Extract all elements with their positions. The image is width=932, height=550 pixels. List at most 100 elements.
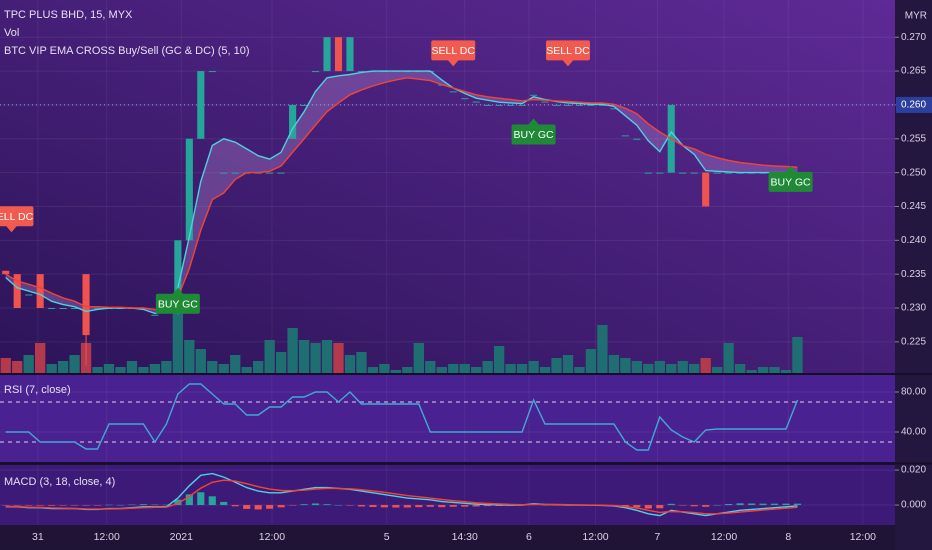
macd-histogram-bar xyxy=(197,492,205,506)
price-axis xyxy=(895,0,932,550)
y-tick-label: 0.225 xyxy=(901,337,926,348)
candle-body xyxy=(656,172,664,174)
candle-body xyxy=(25,294,33,296)
macd-histogram-bar xyxy=(415,505,423,508)
volume-bar xyxy=(792,337,803,373)
volume-bar xyxy=(207,361,218,373)
macd-histogram-bar xyxy=(770,503,779,506)
macd-histogram-bar xyxy=(82,505,90,506)
macd-histogram-bar xyxy=(403,505,411,508)
signal-label: BUY GC xyxy=(768,165,813,192)
y-tick-label: 40.00 xyxy=(901,427,926,438)
candle-body xyxy=(346,37,354,72)
y-tick-label: 0.245 xyxy=(901,201,926,212)
rsi-title: RSI (7, close) xyxy=(4,384,71,396)
volume-bar xyxy=(516,364,528,373)
rsi-pane xyxy=(0,375,895,462)
volume-bar xyxy=(92,367,103,373)
volume-bar xyxy=(287,328,298,373)
macd-histogram-bar xyxy=(426,505,434,507)
volume-bar xyxy=(448,364,459,373)
volume-bar xyxy=(723,343,734,373)
volume-bar xyxy=(666,364,677,373)
signal-label: BUY GC xyxy=(511,118,556,145)
volume-bar xyxy=(459,364,470,373)
candle-body xyxy=(598,104,606,106)
signal-label: SELL DC xyxy=(545,40,590,67)
signal-pointer xyxy=(784,165,797,173)
candle-body xyxy=(507,104,515,106)
macd-histogram-bar xyxy=(346,505,354,506)
signal-box xyxy=(431,40,476,61)
volume-bar xyxy=(356,352,367,373)
candle-body xyxy=(93,308,102,310)
candle-body xyxy=(564,104,572,106)
pane-line: 80.00 40.00 xyxy=(0,375,926,462)
candle-body xyxy=(2,270,10,275)
candle-body xyxy=(289,104,297,139)
volume-bar xyxy=(253,361,264,373)
signal-pointer xyxy=(561,59,574,67)
volume-bar xyxy=(230,355,241,373)
volume-bar xyxy=(0,358,11,373)
volume-bar xyxy=(413,343,424,373)
x-tick-label: 14:30 xyxy=(452,531,478,543)
volume-bar xyxy=(482,361,493,373)
candle-body xyxy=(59,308,67,310)
macd-histogram-bar xyxy=(254,505,262,510)
signal-label: SELL DC xyxy=(431,40,476,67)
macd-histogram-bar xyxy=(243,505,251,509)
macd-histogram-bar xyxy=(438,505,446,508)
volume-bar xyxy=(608,355,620,373)
macd-histogram-bar xyxy=(380,505,388,508)
macd-histogram-bar xyxy=(48,505,56,506)
macd-histogram-bar xyxy=(461,505,469,507)
volume-bar xyxy=(654,361,665,373)
macd-histogram-bar xyxy=(702,505,710,507)
macd-histogram-bar xyxy=(334,505,343,506)
y-tick-label: 0.230 xyxy=(901,303,926,314)
volume-bar xyxy=(562,355,574,373)
x-tick-label: 8 xyxy=(785,531,791,543)
candle-body xyxy=(633,138,641,140)
macd-histogram-bar xyxy=(311,503,320,506)
time-axis xyxy=(0,525,895,550)
candle-body xyxy=(644,172,652,174)
x-tick-label: 12:00 xyxy=(94,531,120,543)
volume-bar xyxy=(275,352,287,373)
volume-bar xyxy=(379,364,390,373)
candle-body xyxy=(197,71,205,139)
volume-bar xyxy=(677,361,688,373)
signal-box xyxy=(768,171,813,192)
candle-body xyxy=(690,172,698,174)
indicator-label: BTC VIP EMA CROSS Buy/Sell (GC & DC) (5,… xyxy=(4,45,250,57)
macd-histogram-bar xyxy=(208,496,216,506)
macd-histogram-bar xyxy=(392,505,400,508)
volume-bar xyxy=(344,355,356,373)
candle-body xyxy=(575,104,584,106)
macd-histogram-bar xyxy=(621,505,629,507)
ema-line xyxy=(5,77,798,311)
y-tick-label: 0.020 xyxy=(901,465,926,476)
volume-bar xyxy=(333,343,344,373)
macd-histogram-bar xyxy=(541,505,549,506)
volume-bar xyxy=(631,361,642,373)
signal-text: BUY GC xyxy=(771,177,811,189)
y-tick-label: 0.235 xyxy=(901,269,926,280)
candle-body xyxy=(725,172,733,174)
volume-label: Vol xyxy=(4,27,19,39)
macd-histogram-bar xyxy=(151,504,159,506)
macd-histogram-bar xyxy=(713,505,721,506)
x-tick-label: 12:00 xyxy=(582,531,608,543)
last-price-label: 0.260 xyxy=(901,100,926,111)
volume-bar xyxy=(298,340,310,373)
candle-body xyxy=(495,104,503,106)
volume-bar xyxy=(780,370,792,373)
candle-body xyxy=(334,37,343,72)
signal-pointer xyxy=(447,59,460,67)
candle-body xyxy=(220,172,228,174)
currency-label: MYR xyxy=(905,11,927,22)
signal-text: SELL DC xyxy=(0,211,34,223)
macd-histogram-bar xyxy=(690,505,698,507)
volume-bar xyxy=(746,370,757,373)
